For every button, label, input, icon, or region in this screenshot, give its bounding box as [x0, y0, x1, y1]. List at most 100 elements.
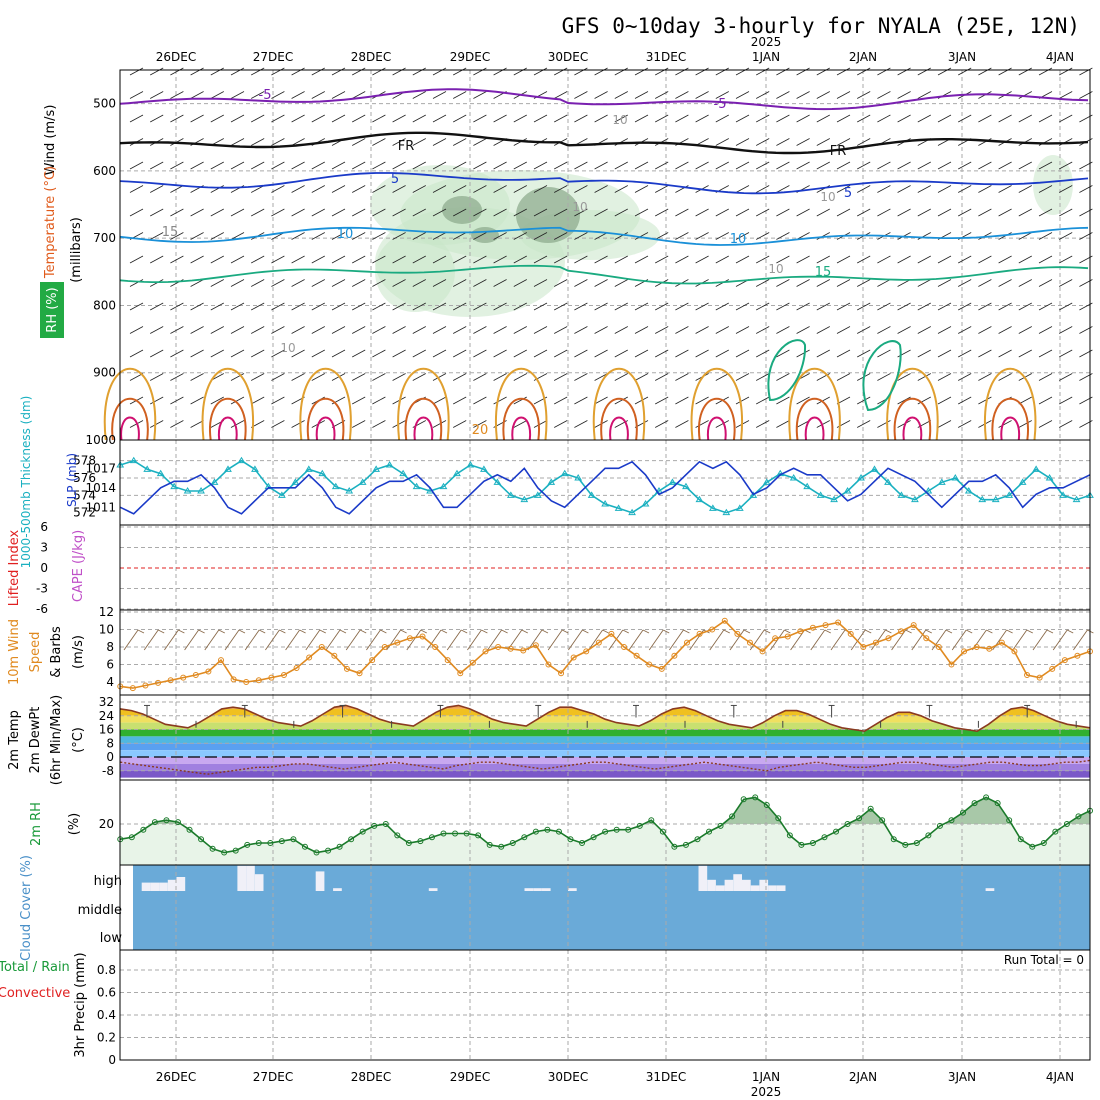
wind-barb [776, 185, 790, 193]
wind-barb [170, 373, 184, 381]
thickness-line-marker [1005, 491, 1014, 498]
top-date-label: 4JAN [1046, 50, 1074, 64]
rh-panel: 20 [99, 779, 1093, 866]
contour-label: FR [830, 144, 847, 159]
wind-barb [897, 185, 911, 193]
wind-barb [150, 161, 164, 170]
wind-barb [756, 185, 770, 193]
rh-line-marker [186, 826, 193, 833]
contour-label: -5 [259, 88, 272, 103]
wind10-barb [931, 629, 947, 651]
high-cloud-bar [707, 879, 716, 891]
wind-barb [776, 373, 790, 381]
wind-barb [958, 420, 972, 428]
thickness-line-marker [331, 482, 340, 490]
wind-barb [251, 138, 265, 146]
wind-barb [190, 161, 204, 170]
wind10-barb-flag [582, 629, 589, 634]
wind-barb [675, 255, 689, 264]
wind-barb [836, 138, 851, 146]
wind-barb [917, 373, 931, 381]
temp-tick-label: 8 [106, 736, 114, 750]
wind-barb [675, 208, 689, 217]
wind-barb [473, 185, 487, 193]
wind-barb [594, 161, 608, 170]
rh-line-marker [648, 817, 655, 824]
wind10-barb-flag [380, 629, 387, 634]
wind-barb [210, 114, 224, 123]
thickness-line-marker [843, 487, 852, 494]
wind-barb [614, 373, 628, 381]
wind-barb [129, 114, 144, 123]
wind10-speed-line-marker [809, 624, 816, 631]
wind-barb [331, 326, 346, 334]
wind-barb [978, 114, 992, 123]
wind-barb [352, 373, 366, 381]
rh-line-marker [452, 830, 459, 837]
wind-barb [392, 161, 406, 170]
rh-line-marker [267, 840, 274, 846]
wind-barb [453, 420, 467, 428]
wind-barb [937, 255, 952, 264]
rh-line-marker [325, 847, 332, 854]
wind-barb [857, 67, 871, 76]
rh-line-marker [798, 841, 805, 848]
boundary-layer-contour [893, 397, 932, 441]
wind10-speed-line-marker [394, 639, 401, 646]
wind-barb [937, 302, 952, 311]
rh-line-marker [752, 794, 759, 801]
wind-barb [271, 420, 285, 428]
wind-barb [190, 255, 204, 264]
wind10-speed-line-marker [570, 654, 577, 661]
wind-barb [897, 255, 911, 264]
wind-barb [978, 255, 992, 264]
wind10-speed-line-marker [923, 635, 930, 642]
thickness-line-marker [237, 456, 246, 464]
wind-barb [190, 349, 204, 358]
wind10-label-2: Speed [28, 632, 43, 673]
wind-barb [493, 67, 507, 76]
rh-line-marker [1052, 828, 1059, 835]
isotherm-line [119, 226, 1089, 246]
bottom-date-label: 26DEC [156, 1070, 196, 1084]
wind-barb [675, 232, 689, 240]
thickness-line-marker [358, 478, 367, 485]
rh-line-marker [994, 800, 1001, 807]
top-date-label: 26DEC [156, 50, 196, 64]
wind-barb [251, 255, 265, 264]
wind-barb [412, 67, 426, 76]
wind-barb [372, 185, 386, 193]
cape-axis-label: CAPE (J/kg) [71, 530, 86, 602]
wind10-label-4: (m/s) [71, 635, 86, 669]
high-cloud-bar [176, 877, 186, 891]
wind-barb [129, 302, 144, 311]
wind-barb [291, 326, 305, 334]
wind-barb [453, 138, 467, 146]
wind-barb [594, 114, 608, 123]
thickness-line-marker [251, 465, 259, 472]
wind-barb [857, 91, 871, 99]
wind10-barb [709, 629, 725, 651]
wind-barb [978, 349, 992, 358]
wind-barb [170, 349, 184, 358]
wind-barb [978, 161, 992, 170]
wind-barb [574, 185, 588, 193]
pressure-tick-label: 500 [93, 97, 116, 111]
wind-barb [331, 114, 346, 123]
wind-barb [372, 114, 386, 123]
rh-line-marker [544, 826, 551, 833]
wind10-speed-line-marker [356, 670, 363, 677]
thickness-line-marker [1018, 478, 1027, 485]
thickness-line-marker [143, 465, 152, 472]
pressure-tick-label: 600 [93, 164, 116, 178]
wind-barb [877, 302, 891, 311]
wind-barb [796, 255, 810, 264]
wind10-speed-line-marker [369, 657, 376, 664]
wind-barb [533, 208, 548, 217]
wind-barb [574, 349, 588, 358]
wind-barb [331, 91, 346, 99]
wind10-barb [749, 629, 765, 651]
bottom-date-label: 31DEC [646, 1070, 686, 1084]
wind-barb [210, 91, 224, 99]
top-date-label: 31DEC [646, 50, 686, 64]
